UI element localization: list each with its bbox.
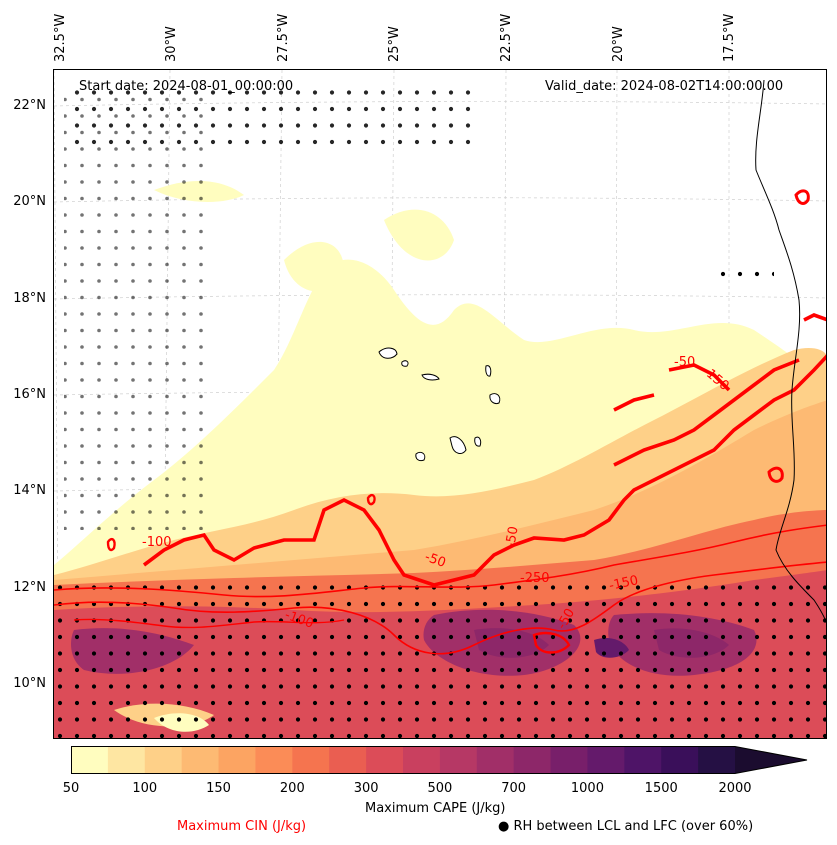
africa-coastline	[755, 79, 826, 624]
island-fogo	[415, 451, 426, 462]
cin-contour-250	[54, 524, 826, 598]
island-maio	[474, 436, 482, 447]
rh-stipple-main	[54, 575, 826, 738]
lat-label-12n: 12°N	[13, 580, 46, 595]
rh-legend-label: RH between LCL and LFC (over 60%)	[513, 819, 754, 834]
colorbar-swatch	[403, 746, 441, 774]
contour-label: -50	[423, 550, 448, 571]
rh-marker-icon: ●	[498, 819, 510, 834]
colorbar-tick-label: 200	[279, 781, 305, 796]
cape-colorbar	[71, 746, 808, 774]
cin-contour-right	[803, 313, 826, 322]
colorbar-tick-label: 50	[62, 781, 80, 796]
colorbar-title: Maximum CAPE (J/kg)	[365, 801, 506, 816]
lon-label-22-5w: 22.5°W	[499, 13, 514, 62]
lat-label-22n: 22°N	[13, 98, 46, 113]
colorbar-swatch	[329, 746, 367, 774]
map-canvas: -100 -250 -150 -100 -50 -150 -50 -50 -50	[54, 70, 826, 738]
lon-label-32-5w: 32.5°W	[53, 13, 68, 62]
cin-contour-150	[54, 561, 826, 655]
colorbar-swatch	[661, 746, 699, 774]
lon-label-30w: 30°W	[164, 26, 179, 62]
colorbar-swatch	[181, 746, 220, 774]
colorbar-tick-label: 150	[206, 781, 231, 796]
rh-legend: ● RH between LCL and LFC (over 60%)	[498, 819, 753, 834]
cin-contour-small-d	[106, 537, 116, 552]
cape-shade-50c	[284, 241, 344, 292]
colorbar-swatch	[439, 746, 478, 774]
cin-contour-small-e	[366, 493, 376, 506]
cin-contour-small-b	[794, 189, 810, 205]
colorbar-tick-label: 2000	[718, 781, 752, 796]
lon-label-20w: 20°W	[611, 26, 626, 62]
map-panel[interactable]: -100 -250 -150 -100 -50 -150 -50 -50 -50…	[53, 69, 827, 739]
start-date-label: Start date: 2024-08-01_00:00:00	[79, 79, 294, 94]
lat-label-18n: 18°N	[13, 291, 46, 306]
cin-contour-small-c	[767, 466, 784, 483]
colorbar-swatches	[71, 746, 807, 774]
colorbar-swatch	[292, 746, 330, 774]
cin-legend-label: Maximum CIN (J/kg)	[177, 819, 307, 834]
colorbar-swatch	[476, 746, 515, 774]
contour-label: -100	[142, 535, 172, 550]
colorbar-swatch	[255, 746, 293, 774]
lat-label-16n: 16°N	[13, 387, 46, 402]
lat-label-14n: 14°N	[13, 483, 46, 498]
cin-contour-100	[73, 618, 345, 629]
colorbar-swatch	[550, 746, 588, 774]
cin-contour-thick-d	[613, 393, 655, 412]
lon-label-27-5w: 27.5°W	[276, 13, 291, 62]
lat-label-10n: 10°N	[13, 676, 46, 691]
colorbar-swatch	[698, 746, 736, 774]
colorbar-swatch	[624, 746, 662, 774]
island-boa-vista	[489, 393, 501, 404]
contour-label: -50	[503, 525, 521, 549]
colorbar-swatch	[71, 746, 109, 774]
colorbar-swatch	[107, 746, 146, 774]
contour-label: -150	[608, 573, 640, 594]
island-santo-antao	[378, 347, 398, 359]
colorbar-extend-swatch	[735, 746, 807, 774]
island-sao-vicente	[401, 360, 409, 367]
island-santiago	[449, 436, 467, 454]
cin-contour-thick-c	[668, 363, 731, 392]
colorbar-swatch	[218, 746, 256, 774]
cin-contour-small-a	[532, 631, 571, 654]
colorbar-tick-label: 1000	[570, 781, 604, 796]
lat-label-20n: 20°N	[13, 194, 46, 209]
rh-stipple-top	[74, 90, 474, 150]
colorbar-swatch	[587, 746, 625, 774]
contour-label: -50	[674, 355, 695, 370]
lon-label-25w: 25°W	[387, 26, 402, 62]
colorbar-swatch	[513, 746, 552, 774]
cape-shade-50d	[384, 209, 454, 261]
colorbar-tick-label: 300	[353, 781, 379, 796]
colorbar-swatch	[366, 746, 404, 774]
colorbar-tick-label: 500	[427, 781, 453, 796]
colorbar-tick-label: 100	[132, 781, 158, 796]
island-sal	[485, 365, 492, 377]
lon-label-17-5w: 17.5°W	[722, 13, 737, 62]
colorbar-outline	[71, 746, 808, 774]
island-sao-nicolau	[421, 373, 440, 381]
cin-contours	[54, 189, 826, 655]
cin-contour-thick-b	[613, 358, 800, 467]
rh-stipple-topleft	[64, 90, 214, 530]
contour-label: -250	[520, 571, 550, 586]
rh-stipple-right	[714, 260, 774, 285]
colorbar-swatch	[144, 746, 183, 774]
colorbar-tick-label: 700	[501, 781, 527, 796]
cin-contour-thick	[142, 354, 826, 587]
colorbar-tick-label: 1500	[644, 781, 678, 796]
coastline	[378, 79, 826, 624]
valid-date-label: Valid_date: 2024-08-02T14:00:00.00	[545, 79, 784, 94]
